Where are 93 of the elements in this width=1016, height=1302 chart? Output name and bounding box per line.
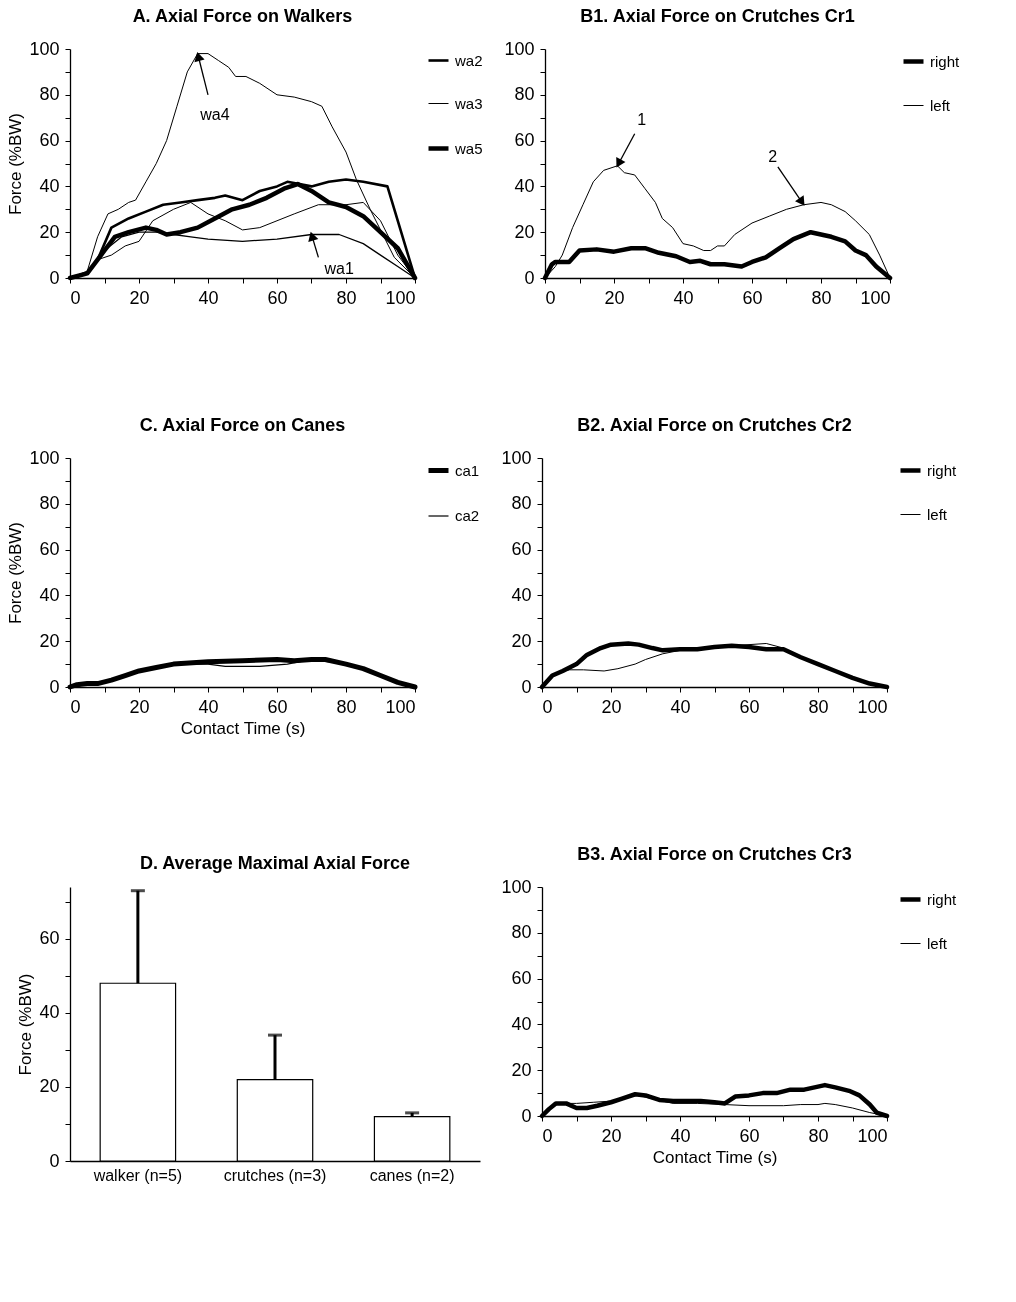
x-tick-label: 80 — [808, 696, 829, 717]
y-tick-label: 20 — [39, 1076, 60, 1097]
y-tick-label: 20 — [39, 221, 60, 242]
chart-title: A. Axial Force on Walkers — [132, 6, 353, 26]
y-tick-label: 0 — [49, 267, 60, 288]
x-tick-label: 20 — [129, 287, 150, 308]
x-axis-title: Contact Time (s) — [180, 718, 306, 738]
y-tick-label: 60 — [511, 968, 532, 989]
x-tick-label: 80 — [336, 696, 357, 717]
x-tick-label: 0 — [545, 287, 556, 308]
x-axis-title: Contact Time (s) — [652, 1147, 778, 1167]
chart-title: D. Average Maximal Axial Force — [139, 853, 411, 873]
y-tick-label: 100 — [501, 876, 532, 897]
y-tick-label: 60 — [511, 539, 532, 560]
x-tick-label: 60 — [739, 696, 760, 717]
x-tick-label: 80 — [811, 287, 832, 308]
x-tick-label: 20 — [601, 1125, 622, 1146]
x-tick-label: 60 — [742, 287, 763, 308]
x-tick-label: 40 — [670, 1125, 691, 1146]
y-tick-label: 20 — [514, 221, 535, 242]
y-tick-label: 100 — [504, 38, 535, 59]
x-tick-label: 40 — [670, 696, 691, 717]
x-tick-label: 60 — [267, 287, 288, 308]
y-tick-label: 20 — [511, 1059, 532, 1080]
y-tick-label: 60 — [39, 539, 60, 560]
y-tick-label: 60 — [39, 130, 60, 151]
x-tick-label: 40 — [673, 287, 694, 308]
legend-label: wa3 — [454, 94, 483, 112]
x-tick-label: 40 — [198, 287, 219, 308]
x-tick-label: 100 — [385, 696, 416, 717]
y-tick-label: 60 — [39, 928, 60, 949]
x-tick-label: canes (n=2) — [369, 1166, 455, 1184]
annotation: 2 — [768, 147, 778, 165]
annotation: 1 — [637, 110, 647, 128]
x-tick-label: 0 — [70, 287, 81, 308]
y-tick-label: 40 — [39, 584, 60, 605]
x-tick-label: 0 — [542, 1125, 553, 1146]
y-tick-label: 0 — [524, 267, 535, 288]
x-tick-label: 20 — [601, 696, 622, 717]
x-tick-label: 80 — [336, 287, 357, 308]
chart-title: B3. Axial Force on Crutches Cr3 — [577, 844, 852, 864]
chart-title: B1. Axial Force on Crutches Cr1 — [580, 6, 855, 26]
y-tick-label: 40 — [39, 175, 60, 196]
legend-label: right — [927, 890, 958, 908]
y-tick-label: 60 — [514, 130, 535, 151]
x-tick-label: 100 — [857, 696, 888, 717]
chart-title: B2. Axial Force on Crutches Cr2 — [577, 415, 852, 435]
y-tick-label: 40 — [39, 1002, 60, 1023]
y-tick-label: 20 — [511, 630, 532, 651]
x-tick-label: 100 — [385, 287, 416, 308]
annotation: wa1 — [323, 259, 354, 277]
legend-label: ca2 — [455, 507, 480, 524]
x-tick-label: 40 — [198, 696, 219, 717]
legend-label: left — [927, 934, 948, 952]
legend-label: wa2 — [454, 51, 483, 69]
y-tick-label: 80 — [511, 493, 532, 514]
x-tick-label: 20 — [604, 287, 625, 308]
x-tick-label: crutches (n=3) — [223, 1166, 327, 1184]
y-tick-label: 40 — [511, 584, 532, 605]
legend-label: right — [927, 461, 958, 479]
legend-label: wa5 — [454, 139, 483, 157]
legend-label: right — [930, 52, 961, 70]
y-tick-label: 100 — [29, 38, 60, 59]
x-tick-label: walker (n=5) — [92, 1166, 183, 1184]
x-tick-label: 60 — [739, 1125, 760, 1146]
x-tick-label: 0 — [542, 696, 553, 717]
y-tick-label: 0 — [521, 676, 532, 697]
y-tick-label: 100 — [29, 447, 60, 468]
legend-label: ca1 — [455, 461, 480, 479]
x-tick-label: 20 — [129, 696, 150, 717]
x-tick-label: 100 — [860, 287, 891, 308]
x-tick-label: 80 — [808, 1125, 829, 1146]
y-tick-label: 0 — [521, 1105, 532, 1126]
y-axis-title: Force (%BW) — [6, 113, 26, 215]
y-axis-title: Force (%BW) — [6, 522, 26, 624]
y-tick-label: 20 — [39, 630, 60, 651]
chart-title: C. Axial Force on Canes — [139, 415, 346, 435]
legend-label: left — [930, 96, 951, 114]
x-tick-label: 60 — [267, 696, 288, 717]
y-tick-label: 40 — [514, 175, 535, 196]
legend-label: left — [927, 505, 948, 523]
x-tick-label: 0 — [70, 696, 81, 717]
x-tick-label: 100 — [857, 1125, 888, 1146]
y-tick-label: 80 — [39, 493, 60, 514]
y-tick-label: 40 — [511, 1013, 532, 1034]
y-tick-label: 80 — [39, 84, 60, 105]
y-tick-label: 0 — [49, 676, 60, 697]
y-tick-label: 80 — [514, 84, 535, 105]
y-tick-label: 80 — [511, 922, 532, 943]
y-axis-title: Force (%BW) — [16, 973, 36, 1076]
y-tick-label: 0 — [49, 1150, 60, 1171]
annotation: wa4 — [199, 106, 230, 124]
y-tick-label: 100 — [501, 447, 532, 468]
